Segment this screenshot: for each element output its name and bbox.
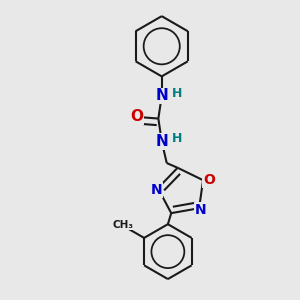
Text: O: O xyxy=(130,110,143,124)
Text: N: N xyxy=(155,134,168,149)
Text: N: N xyxy=(195,203,207,217)
Text: N: N xyxy=(150,183,162,197)
Text: H: H xyxy=(172,132,182,145)
Text: N: N xyxy=(155,88,168,103)
Text: CH₃: CH₃ xyxy=(113,220,134,230)
Text: H: H xyxy=(172,87,182,100)
Text: O: O xyxy=(203,173,215,187)
